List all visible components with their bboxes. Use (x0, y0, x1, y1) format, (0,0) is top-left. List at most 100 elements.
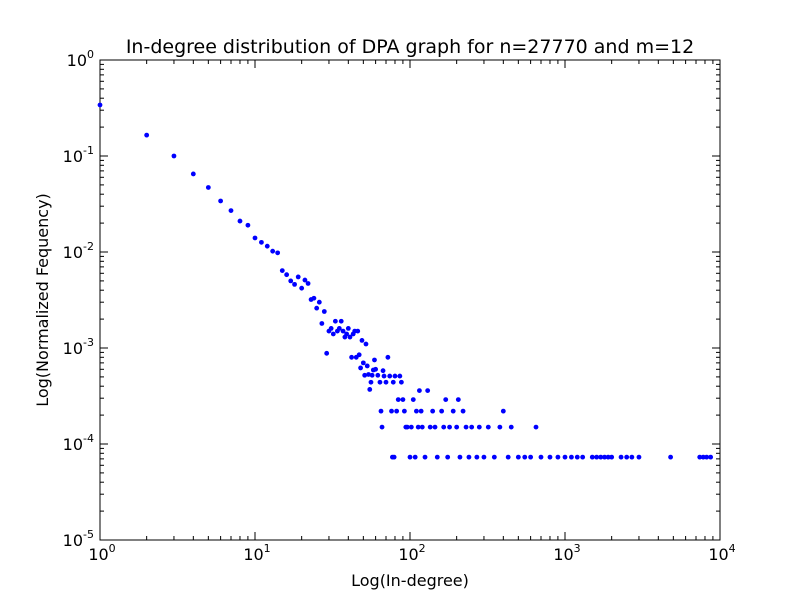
data-point (375, 372, 381, 378)
data-point (391, 454, 397, 460)
data-point (589, 454, 595, 460)
x-tick-label: 102 (398, 542, 425, 564)
data-point (562, 454, 568, 460)
y-tick-label: 10-3 (63, 336, 94, 358)
data-point (397, 373, 403, 379)
data-point (708, 454, 714, 460)
data-point (245, 222, 251, 228)
x-tick-label: 101 (243, 542, 270, 564)
chart-title: In-degree distribution of DPA graph for … (126, 36, 694, 58)
data-point (415, 424, 421, 430)
data-point (387, 373, 393, 379)
data-point (457, 454, 463, 460)
data-point (270, 248, 276, 254)
data-point (417, 388, 422, 393)
data-point (505, 454, 511, 460)
data-point (311, 295, 317, 301)
data-point (443, 397, 449, 403)
data-point (455, 397, 461, 403)
data-point (377, 379, 383, 385)
data-point (434, 454, 440, 460)
data-point (602, 454, 607, 460)
data-point (218, 198, 224, 204)
data-point (476, 424, 482, 430)
plot-frame (99, 59, 721, 541)
data-point (407, 454, 413, 460)
data-point (522, 454, 528, 460)
data-point (441, 424, 447, 430)
data-point (171, 153, 177, 159)
data-point (419, 424, 425, 430)
data-point (347, 334, 353, 340)
data-point (555, 454, 561, 460)
data-point (356, 352, 362, 358)
axis-tick-labels: 100 101 102 103 104 100 10-1 10-2 10-3 10-4 10-5 (63, 48, 736, 564)
x-tick-label: 104 (708, 542, 735, 564)
data-point (400, 397, 406, 403)
data-point (422, 454, 428, 460)
data-point (205, 185, 211, 190)
data-point (288, 278, 294, 284)
data-point (385, 354, 391, 360)
y-tick-label: 100 (67, 48, 94, 70)
data-point (463, 424, 469, 430)
data-point (324, 350, 330, 356)
data-point (580, 454, 586, 460)
data-point (609, 454, 615, 460)
y-tick-label: 10-5 (63, 528, 94, 550)
data-point (275, 250, 281, 256)
data-point (321, 309, 327, 314)
data-point (383, 379, 389, 385)
data-point (474, 454, 480, 460)
data-point (368, 379, 374, 385)
data-point (432, 424, 438, 430)
data-point (430, 408, 436, 414)
data-point (373, 366, 379, 372)
data-point (392, 373, 398, 379)
data-point (295, 274, 301, 280)
data-point (349, 354, 354, 360)
data-point (401, 408, 407, 414)
data-point (439, 408, 445, 414)
data-point (454, 424, 460, 430)
data-point (363, 341, 369, 347)
data-point (332, 318, 338, 324)
data-point (574, 454, 580, 460)
data-point (319, 321, 325, 326)
data-point (292, 281, 297, 287)
data-point (190, 171, 196, 177)
data-point (668, 454, 673, 460)
data-point (594, 454, 600, 460)
data-point (360, 360, 366, 366)
data-point (302, 277, 308, 283)
data-point (389, 408, 394, 414)
data-point (316, 299, 322, 305)
data-point (414, 408, 419, 414)
data-point (418, 408, 424, 414)
data-point (398, 379, 404, 385)
data-point (379, 424, 385, 430)
axis-ticks (99, 59, 721, 541)
data-point (605, 454, 611, 460)
data-point (380, 368, 386, 374)
data-point (533, 424, 539, 430)
data-point (427, 424, 433, 430)
data-point (404, 424, 410, 430)
data-point (378, 408, 384, 414)
y-tick-label: 10-4 (63, 432, 94, 454)
data-point (538, 454, 544, 460)
data-point (314, 305, 320, 311)
data-point (624, 454, 630, 460)
data-point (412, 454, 418, 460)
data-point (500, 408, 506, 414)
data-point (528, 454, 534, 460)
y-tick-label: 10-2 (63, 240, 94, 262)
data-point (460, 408, 466, 414)
data-point (284, 272, 290, 278)
data-point (338, 318, 344, 324)
data-point (515, 454, 521, 460)
data-point (144, 132, 150, 138)
data-point (547, 454, 553, 460)
data-point (481, 454, 487, 460)
